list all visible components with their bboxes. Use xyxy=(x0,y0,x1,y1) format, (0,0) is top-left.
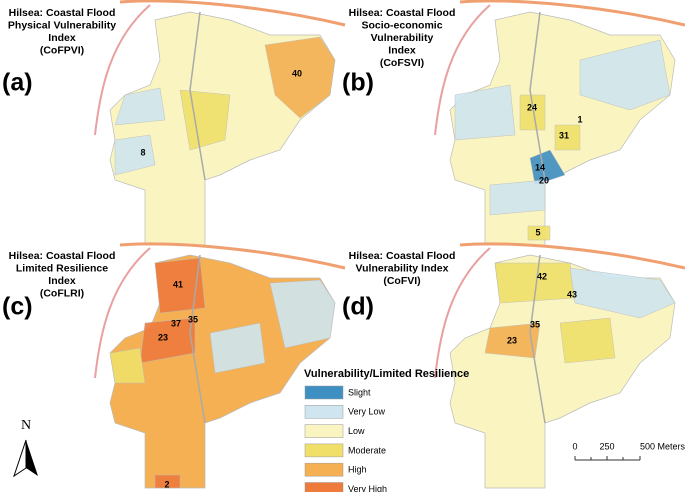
scale-line xyxy=(574,456,641,461)
zone xyxy=(519,94,546,131)
zone xyxy=(527,225,551,241)
zone xyxy=(559,317,616,364)
legend-title: Vulnerability/Limited Resilience xyxy=(304,368,469,380)
road xyxy=(434,4,491,136)
legend: Vulnerability/Limited Resilience Slight Ve… xyxy=(304,368,469,496)
zone xyxy=(264,36,336,119)
legend-label: Moderate xyxy=(348,445,386,455)
road xyxy=(459,242,685,270)
legend-label: Very Low xyxy=(348,407,386,417)
panel-title: Index xyxy=(48,32,76,44)
scale-label: 500 Meters xyxy=(640,441,685,451)
zone xyxy=(529,149,566,186)
zone xyxy=(454,84,516,141)
area-label: 41 xyxy=(173,279,183,289)
zone xyxy=(109,347,146,384)
panel-title: (CoFPVI) xyxy=(40,44,84,56)
panel-title: Vulnerability Index xyxy=(356,262,449,274)
area-label: 23 xyxy=(158,332,168,342)
area-label: 37 xyxy=(171,318,181,328)
legend-swatch xyxy=(304,462,344,477)
area-label: 23 xyxy=(507,335,517,345)
legend-label: Very High xyxy=(348,484,387,492)
area-label: 43 xyxy=(567,289,577,299)
area-label: 31 xyxy=(559,130,569,140)
zone xyxy=(209,322,266,374)
area-label: 14 xyxy=(535,162,545,172)
zone xyxy=(579,39,671,111)
panel-title: Hilsea: Coastal Flood xyxy=(349,250,456,262)
north-arrow: N xyxy=(13,418,38,478)
arrow-left xyxy=(13,439,27,478)
panel-title: Index xyxy=(48,275,76,287)
road xyxy=(189,11,206,181)
legend-swatch xyxy=(304,443,344,458)
panel-title: Limited Resilience xyxy=(16,262,108,274)
panel: Hilsea: Coastal FloodSocio-economicVulne… xyxy=(342,0,685,246)
road xyxy=(529,254,546,424)
zone xyxy=(489,179,546,216)
zone xyxy=(154,474,181,489)
road xyxy=(529,11,546,181)
area-label: 5 xyxy=(535,227,540,237)
zone xyxy=(114,134,156,176)
zone xyxy=(269,279,336,349)
panel-letter: (d) xyxy=(342,293,374,321)
area-label: 20 xyxy=(539,175,549,185)
scale-bar: 0 250 500 Meters xyxy=(572,441,685,461)
area-label: 42 xyxy=(537,271,547,281)
zone xyxy=(554,124,581,151)
legend-swatch xyxy=(304,385,344,400)
zone xyxy=(139,317,196,364)
area-label: 1 xyxy=(577,114,582,124)
panel-title: (CoFSVI) xyxy=(380,57,424,69)
legend-swatch xyxy=(304,482,344,496)
legend-label: Slight xyxy=(348,387,371,397)
panel-letter: (c) xyxy=(2,293,33,321)
panel-title: Vulnerability xyxy=(371,32,434,44)
scale-label: 0 xyxy=(572,441,577,451)
panel-title: Index xyxy=(388,44,416,56)
panel-title: (CoFVI) xyxy=(383,275,420,287)
arrow-right xyxy=(26,440,38,476)
road xyxy=(434,247,491,379)
road xyxy=(119,242,346,270)
scale-label: 250 xyxy=(599,441,614,451)
area-label: 35 xyxy=(188,314,198,324)
panel-title: Hilsea: Coastal Flood xyxy=(9,7,116,19)
zone xyxy=(114,87,166,126)
north-label: N xyxy=(21,418,31,433)
road xyxy=(94,4,151,136)
panel-title: Hilsea: Coastal Flood xyxy=(9,250,116,262)
zone xyxy=(484,322,541,359)
legend-swatch xyxy=(304,424,344,438)
road xyxy=(189,254,206,424)
area-label: 24 xyxy=(527,102,537,112)
road xyxy=(459,0,685,27)
panel-title: Hilsea: Coastal Flood xyxy=(349,7,456,19)
panel-letter: (b) xyxy=(342,69,374,97)
legend-label: Low xyxy=(348,426,365,436)
panel-title: (CoFLRI) xyxy=(40,287,84,299)
area-label: 35 xyxy=(530,319,540,329)
panel-title: Physical Vulnerability xyxy=(8,19,116,31)
area-label: 8 xyxy=(140,147,145,157)
panel-title: Socio-economic xyxy=(361,19,442,31)
zone xyxy=(154,257,206,314)
road xyxy=(94,247,151,379)
legend-swatch xyxy=(304,405,344,419)
zone xyxy=(569,267,676,319)
panel-letter: (a) xyxy=(2,69,33,97)
road xyxy=(119,0,346,27)
area-label: 2 xyxy=(164,479,169,489)
area-label: 40 xyxy=(292,68,302,78)
legend-label: High xyxy=(348,465,367,475)
